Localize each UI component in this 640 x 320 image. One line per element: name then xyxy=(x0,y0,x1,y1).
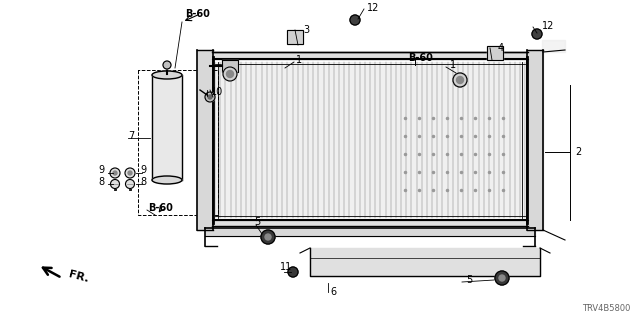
Text: B-60: B-60 xyxy=(148,203,173,213)
Circle shape xyxy=(532,29,542,39)
Bar xyxy=(287,30,303,44)
Circle shape xyxy=(223,67,237,81)
Text: 8: 8 xyxy=(98,177,104,187)
Circle shape xyxy=(456,76,463,84)
Circle shape xyxy=(128,171,132,175)
Text: 10: 10 xyxy=(211,87,223,97)
Ellipse shape xyxy=(152,71,182,79)
Text: 3: 3 xyxy=(303,25,309,35)
Text: 11: 11 xyxy=(280,262,292,272)
Circle shape xyxy=(453,73,467,87)
Text: 7: 7 xyxy=(128,131,134,141)
Bar xyxy=(287,30,303,44)
Circle shape xyxy=(456,76,463,84)
Circle shape xyxy=(205,92,215,102)
Bar xyxy=(487,46,503,60)
Bar xyxy=(487,46,503,60)
Circle shape xyxy=(163,61,171,69)
Circle shape xyxy=(495,271,509,285)
Text: 5: 5 xyxy=(254,217,260,227)
Ellipse shape xyxy=(152,176,182,184)
Circle shape xyxy=(265,234,271,240)
Text: B-60: B-60 xyxy=(185,9,210,19)
Text: 12: 12 xyxy=(367,3,380,13)
Text: 12: 12 xyxy=(542,21,554,31)
Text: 1: 1 xyxy=(450,60,456,70)
Circle shape xyxy=(499,275,505,281)
Circle shape xyxy=(288,267,298,277)
Polygon shape xyxy=(215,62,525,218)
Circle shape xyxy=(350,15,360,25)
Circle shape xyxy=(261,230,275,244)
Text: 6: 6 xyxy=(330,287,336,297)
Circle shape xyxy=(113,171,117,175)
Circle shape xyxy=(208,95,212,99)
Text: 8: 8 xyxy=(140,177,146,187)
Circle shape xyxy=(227,70,234,77)
Text: FR.: FR. xyxy=(67,269,90,284)
Text: 9: 9 xyxy=(98,165,104,175)
Text: 2: 2 xyxy=(575,147,581,157)
Circle shape xyxy=(110,168,120,178)
Text: 4: 4 xyxy=(498,43,504,53)
Text: TRV4B5800: TRV4B5800 xyxy=(582,304,630,313)
Text: 1: 1 xyxy=(296,55,302,65)
Circle shape xyxy=(125,168,135,178)
Circle shape xyxy=(111,180,120,188)
Circle shape xyxy=(125,180,134,188)
Circle shape xyxy=(453,73,467,87)
Text: 9: 9 xyxy=(140,165,146,175)
Text: B-60: B-60 xyxy=(408,53,433,63)
Text: 5: 5 xyxy=(466,275,472,285)
